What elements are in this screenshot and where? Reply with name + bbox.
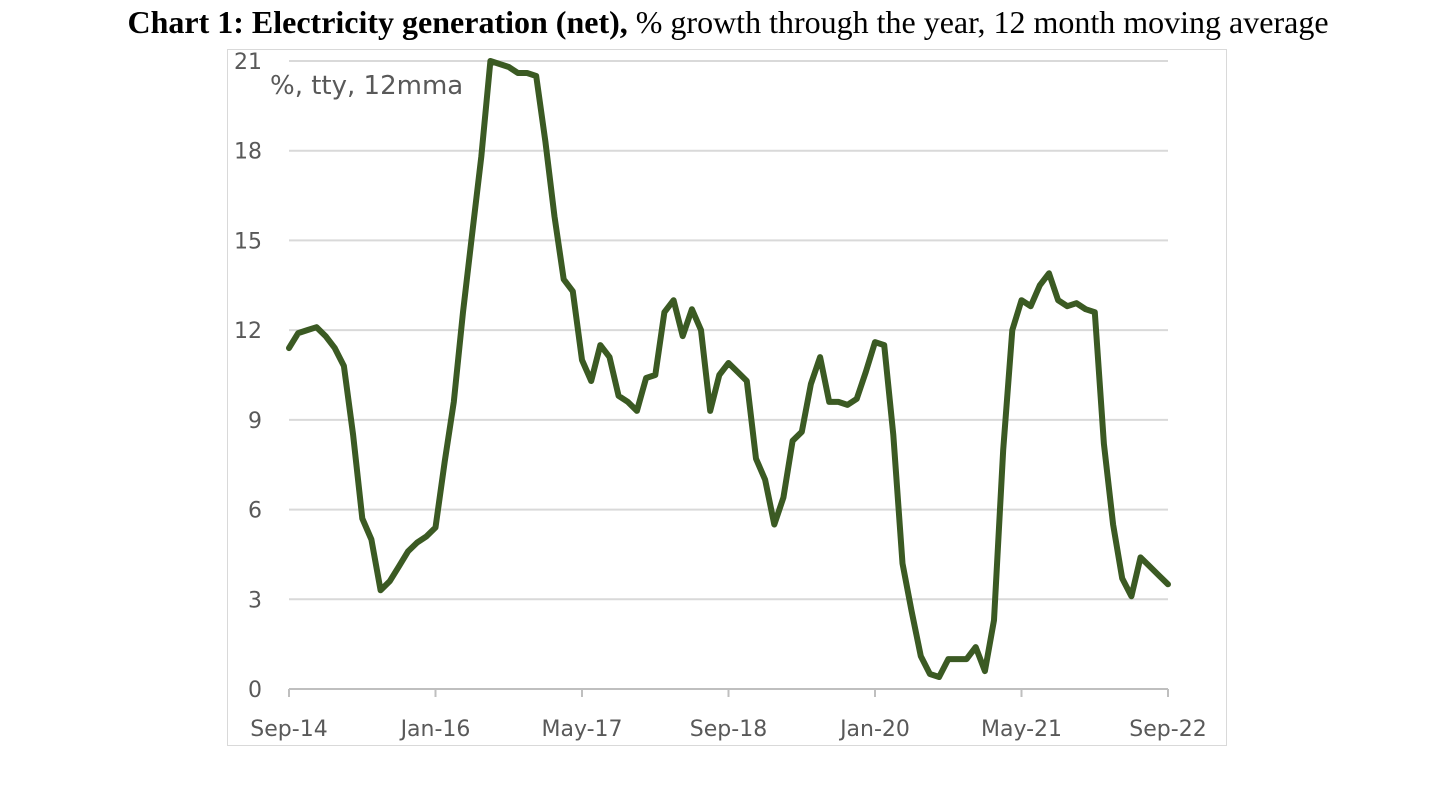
- chart-title-rest: % growth through the year, 12 month movi…: [635, 4, 1329, 40]
- x-tick-label: May-21: [981, 717, 1062, 742]
- gridlines: [289, 60, 1168, 601]
- y-tick-label: 3: [248, 588, 262, 613]
- series-group: [286, 58, 1171, 680]
- x-tick-label: Sep-22: [1129, 717, 1206, 742]
- y-tick-label: 18: [234, 140, 262, 165]
- x-tick-label: Jan-20: [838, 717, 910, 742]
- y-axis-ticks: 0 3 6 9 12 15 18 21: [234, 50, 262, 703]
- x-axis: Sep-14 Jan-16 May-17 Sep-18 Jan-20 May-21 Sep-…: [250, 688, 1207, 742]
- y-tick-label: 6: [248, 499, 262, 524]
- x-tick-label: May-17: [541, 717, 622, 742]
- y-tick-label: 12: [234, 319, 262, 344]
- unit-label: %, tty, 12mma: [270, 71, 463, 101]
- y-tick-label: 15: [234, 229, 262, 254]
- y-tick-label: 0: [248, 678, 262, 703]
- x-tick-label: Sep-14: [250, 717, 327, 742]
- x-tick-label: Sep-18: [690, 717, 767, 742]
- x-tick-label: Jan-16: [399, 717, 471, 742]
- chart-title-bold: Chart 1: Electricity generation (net),: [127, 4, 628, 40]
- series-line: [286, 58, 1171, 680]
- chart-frame: [227, 49, 1227, 746]
- chart-title: Chart 1: Electricity generation (net), %…: [0, 4, 1456, 41]
- y-tick-label: 21: [234, 50, 262, 75]
- y-tick-label: 9: [248, 409, 262, 434]
